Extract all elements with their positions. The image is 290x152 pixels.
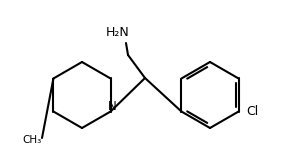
Text: N: N [108,100,117,113]
Text: H₂N: H₂N [106,26,130,40]
Text: CH₃: CH₃ [22,135,42,145]
Text: Cl: Cl [246,105,259,118]
